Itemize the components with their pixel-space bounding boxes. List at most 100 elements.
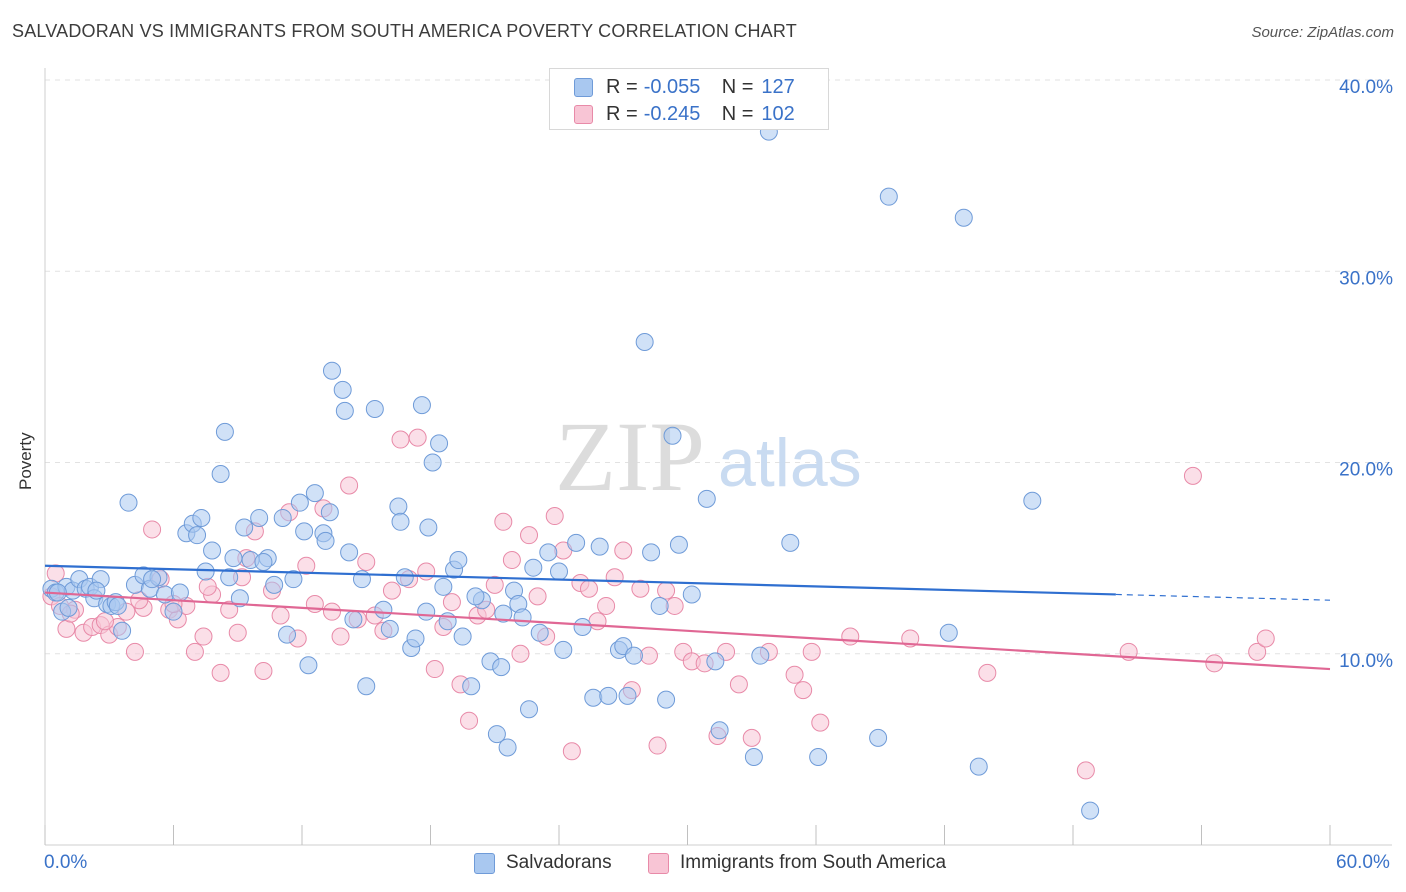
data-point-salvadorans bbox=[322, 361, 341, 380]
y-tick-labels: 10.0% 20.0% 30.0% 40.0% bbox=[1339, 77, 1393, 672]
legend-n-label: N = bbox=[721, 102, 754, 125]
data-point-salvadorans bbox=[417, 602, 436, 621]
data-point-immigrants bbox=[665, 596, 684, 615]
data-point-salvadorans bbox=[434, 577, 453, 596]
data-point-immigrants bbox=[579, 579, 598, 598]
chart-title: SALVADORAN VS IMMIGRANTS FROM SOUTH AMER… bbox=[12, 21, 797, 41]
data-point-salvadorans bbox=[697, 489, 716, 508]
data-point-salvadorans bbox=[340, 543, 359, 562]
data-point-immigrants bbox=[425, 660, 444, 679]
data-point-salvadorans bbox=[466, 587, 485, 606]
data-point-immigrants bbox=[588, 612, 607, 631]
data-point-salvadorans bbox=[395, 568, 414, 587]
legend-item-salvadorans[interactable]: Salvadorans bbox=[474, 852, 612, 874]
data-point-immigrants bbox=[545, 507, 564, 526]
data-point-salvadorans bbox=[320, 503, 339, 522]
data-point-immigrants bbox=[322, 602, 341, 621]
data-point-salvadorans bbox=[284, 570, 303, 589]
legend-swatch-salvadorans bbox=[474, 852, 495, 874]
data-point-salvadorans bbox=[374, 600, 393, 619]
data-point-immigrants bbox=[657, 581, 676, 600]
data-point-salvadorans bbox=[250, 508, 269, 527]
data-point-immigrants bbox=[198, 577, 217, 596]
data-point-immigrants bbox=[331, 627, 350, 646]
data-point-salvadorans bbox=[494, 604, 513, 623]
data-point-immigrants bbox=[794, 681, 813, 700]
data-point-immigrants bbox=[631, 579, 650, 598]
data-point-salvadorans bbox=[449, 551, 468, 570]
data-point-salvadorans bbox=[113, 621, 132, 640]
data-point-immigrants bbox=[511, 644, 530, 663]
data-point-immigrants bbox=[1076, 761, 1095, 780]
legend-item-immigrants[interactable]: Immigrants from South America bbox=[648, 852, 946, 874]
data-point-immigrants bbox=[382, 581, 401, 600]
legend-r-label: R = bbox=[606, 102, 638, 125]
data-point-salvadorans bbox=[954, 208, 973, 227]
data-point-salvadorans bbox=[230, 589, 249, 608]
data-point-immigrants bbox=[528, 587, 547, 606]
data-point-salvadorans bbox=[487, 725, 506, 744]
legend-swatch-immigrants bbox=[648, 852, 669, 874]
data-point-immigrants bbox=[125, 642, 144, 661]
data-point-salvadorans bbox=[650, 596, 669, 615]
data-point-immigrants bbox=[220, 600, 239, 619]
data-point-immigrants bbox=[639, 646, 658, 665]
watermark-zip: ZIP bbox=[555, 401, 705, 512]
data-point-salvadorans bbox=[254, 552, 273, 571]
data-point-salvadorans bbox=[498, 738, 517, 757]
data-point-salvadorans bbox=[453, 627, 472, 646]
data-point-salvadorans bbox=[211, 464, 230, 483]
source-label: Source: ZipAtlas.com bbox=[1251, 24, 1394, 41]
data-point-immigrants bbox=[340, 476, 359, 495]
data-point-salvadorans bbox=[520, 700, 539, 719]
data-point-salvadorans bbox=[751, 646, 770, 665]
legend-r-value: -0.055 bbox=[643, 75, 701, 98]
data-point-immigrants bbox=[485, 575, 504, 594]
data-point-salvadorans bbox=[706, 652, 725, 671]
data-point-salvadorans bbox=[682, 585, 701, 604]
data-point-salvadorans bbox=[599, 686, 618, 705]
data-point-salvadorans bbox=[809, 748, 828, 767]
trend-line-salvadorans-dashed bbox=[1115, 593, 1331, 601]
data-point-immigrants bbox=[802, 642, 821, 661]
axes bbox=[44, 68, 1392, 846]
data-point-immigrants bbox=[254, 661, 273, 680]
legend-swatch-blue bbox=[574, 77, 593, 97]
data-point-salvadorans bbox=[669, 535, 688, 554]
x-tick-label-max: 60.0% bbox=[1336, 852, 1390, 873]
data-point-immigrants bbox=[442, 593, 461, 612]
data-point-immigrants bbox=[194, 627, 213, 646]
data-point-salvadorans bbox=[344, 610, 363, 629]
data-point-salvadorans bbox=[406, 629, 425, 648]
data-point-salvadorans bbox=[108, 596, 127, 615]
y-tick-label: 40.0% bbox=[1339, 77, 1393, 98]
data-point-immigrants bbox=[729, 675, 748, 694]
data-point-immigrants bbox=[614, 541, 633, 560]
legend-n-label: N = bbox=[721, 75, 754, 98]
data-point-salvadorans bbox=[164, 602, 183, 621]
data-point-immigrants bbox=[494, 512, 513, 531]
data-point-salvadorans bbox=[188, 526, 207, 545]
data-point-salvadorans bbox=[192, 508, 211, 527]
data-point-salvadorans bbox=[462, 677, 481, 696]
data-point-salvadorans bbox=[278, 625, 297, 644]
data-point-immigrants bbox=[408, 428, 427, 447]
data-point-immigrants bbox=[648, 736, 667, 755]
data-point-salvadorans bbox=[203, 541, 222, 560]
data-point-immigrants bbox=[211, 663, 230, 682]
data-point-salvadorans bbox=[235, 518, 254, 537]
data-point-salvadorans bbox=[215, 422, 234, 441]
watermark-atlas: atlas bbox=[718, 425, 862, 501]
data-point-immigrants bbox=[597, 596, 616, 615]
data-point-immigrants bbox=[460, 711, 479, 730]
data-point-salvadorans bbox=[584, 688, 603, 707]
data-point-salvadorans bbox=[119, 493, 138, 512]
legend-r-value: -0.245 bbox=[643, 102, 701, 125]
data-point-salvadorans bbox=[939, 623, 958, 642]
data-point-immigrants bbox=[95, 612, 114, 631]
data-point-salvadorans bbox=[59, 598, 78, 617]
data-point-salvadorans bbox=[391, 512, 410, 531]
data-point-salvadorans bbox=[295, 522, 314, 541]
trend-line-salvadorans bbox=[44, 564, 1116, 596]
